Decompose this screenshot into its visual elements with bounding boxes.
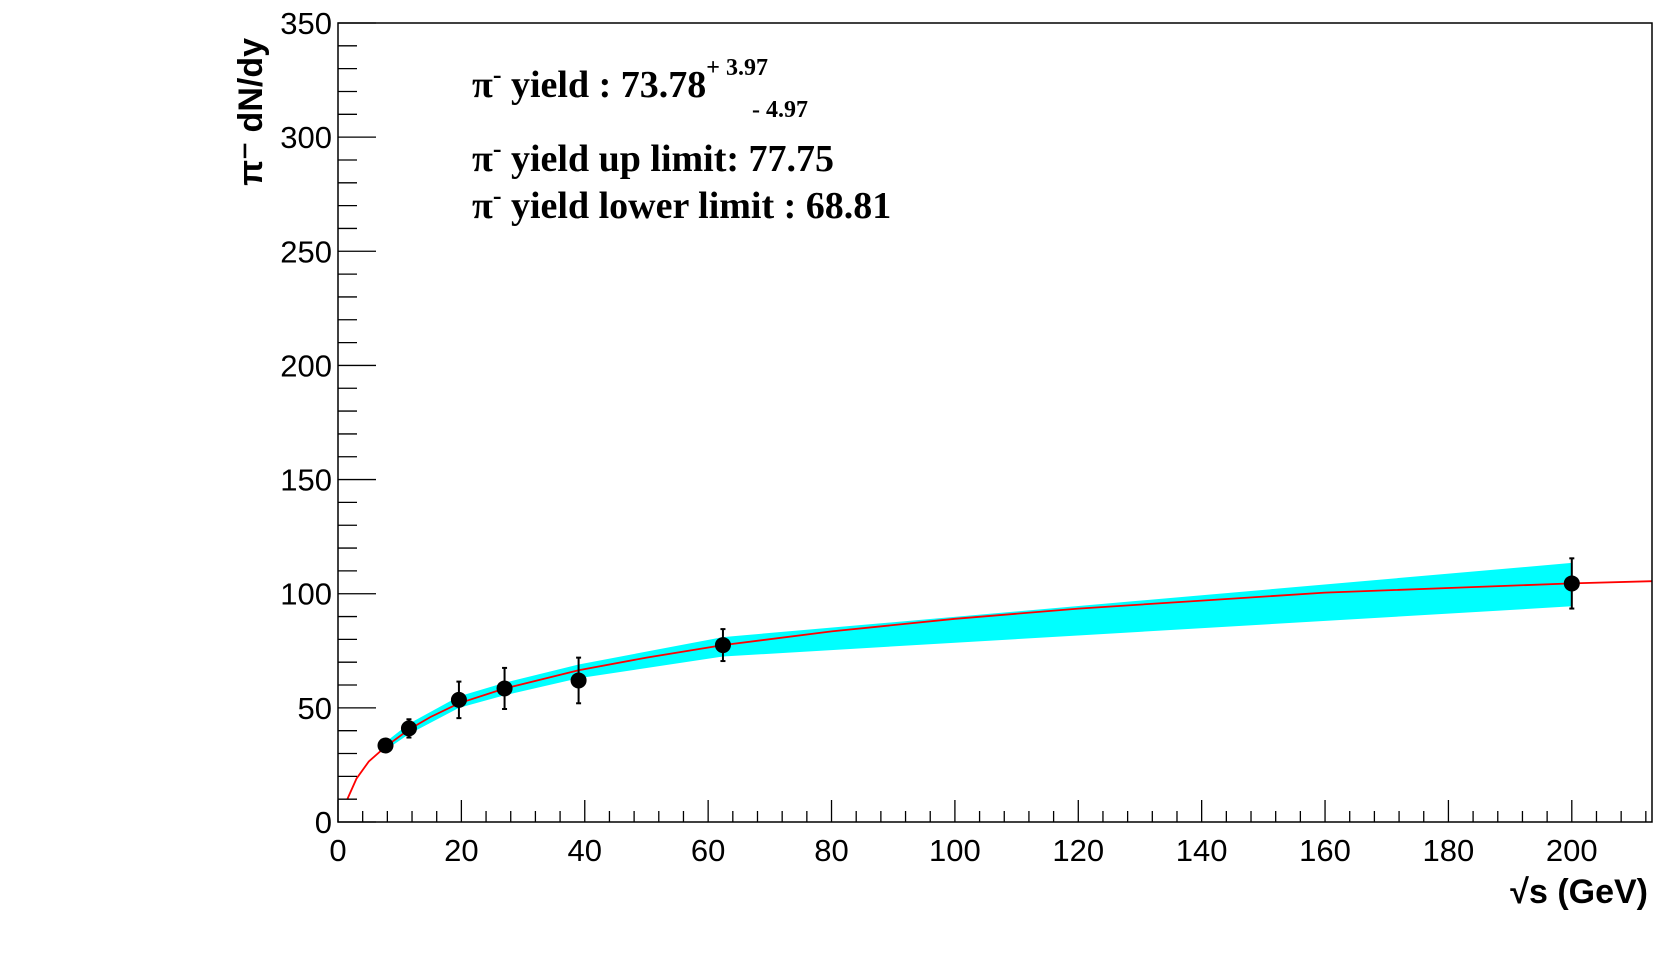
uncertainty-band-layer xyxy=(385,562,1572,751)
y-tick-label: 150 xyxy=(280,463,332,498)
annotation-yield: π- yield : 73.78+ 3.97 xyxy=(472,55,768,106)
annotation-yield-up-limit: π- yield up limit: 77.75 xyxy=(472,134,834,180)
x-tick-label: 160 xyxy=(1299,833,1351,868)
x-tick-label: 140 xyxy=(1176,833,1228,868)
y-tick-label: 250 xyxy=(280,234,332,269)
x-tick-label: 60 xyxy=(691,833,725,868)
x-tick-label: 0 xyxy=(329,833,346,868)
data-point xyxy=(377,737,394,754)
data-point xyxy=(570,672,587,689)
x-axis-title: √s (GeV) xyxy=(1510,873,1648,911)
y-tick-label: 50 xyxy=(298,691,332,726)
annotation-yield-lower-limit: π- yield lower limit : 68.81 xyxy=(472,181,891,227)
x-tick-label: 20 xyxy=(444,833,478,868)
x-tick-label: 80 xyxy=(814,833,848,868)
y-tick-label: 350 xyxy=(280,6,332,41)
x-tick-label: 40 xyxy=(568,833,602,868)
plot-frame xyxy=(337,22,1653,823)
x-tick-label: 180 xyxy=(1423,833,1475,868)
y-tick-label: 100 xyxy=(280,577,332,612)
y-tick-label: 300 xyxy=(280,120,332,155)
x-tick-label: 100 xyxy=(929,833,981,868)
y-tick-label: 0 xyxy=(315,805,332,840)
axes-layer: 0 20 40 60 80 100 120 140 160 180 200 0 50 100 150 200 2… xyxy=(280,6,1647,868)
uncertainty-band xyxy=(385,562,1572,751)
data-point xyxy=(450,691,467,708)
data-point xyxy=(400,720,417,737)
data-point xyxy=(1563,575,1580,592)
data-point xyxy=(714,637,731,654)
y-tick-label: 200 xyxy=(280,348,332,383)
y-axis-title: π⁻ dN/dy xyxy=(232,38,270,186)
x-tick-label: 200 xyxy=(1546,833,1598,868)
annotation-yield-lower-error: - 4.97 xyxy=(752,97,808,123)
data-point xyxy=(496,680,513,697)
x-tick-label: 120 xyxy=(1052,833,1104,868)
data-points-layer xyxy=(377,557,1580,754)
